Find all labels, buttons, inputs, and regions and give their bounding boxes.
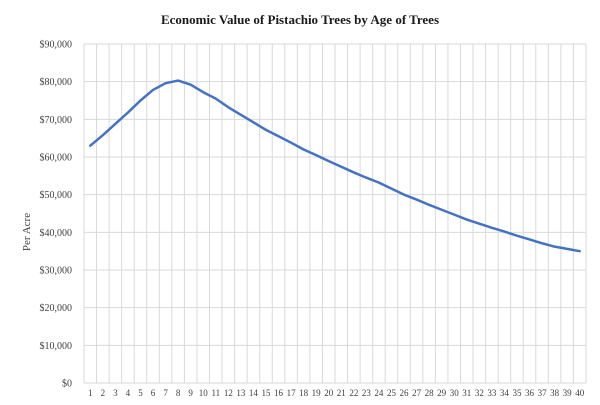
x-tick-label: 7: [163, 388, 168, 398]
x-tick-label: 24: [374, 388, 384, 398]
y-tick-label: $70,000: [40, 115, 73, 126]
x-tick-label: 30: [450, 388, 460, 398]
x-tick-label: 10: [199, 388, 209, 398]
y-axis-label: Per Acre: [21, 213, 33, 251]
x-tick-label: 39: [563, 388, 573, 398]
x-tick-label: 40: [575, 388, 585, 398]
x-tick-label: 8: [176, 388, 181, 398]
y-axis-ticks: $0 $10,000 $20,000 $30,000 $40,000 $50,000 $60…: [40, 40, 73, 390]
y-tick-label: $20,000: [40, 303, 73, 314]
x-tick-label: 37: [538, 388, 548, 398]
x-tick-label: 21: [337, 388, 346, 398]
x-tick-label: 29: [437, 388, 447, 398]
x-tick-label: 19: [312, 388, 322, 398]
x-tick-label: 26: [400, 388, 410, 398]
y-tick-label: $30,000: [40, 266, 73, 277]
x-tick-label: 34: [500, 388, 510, 398]
x-tick-label: 22: [349, 388, 358, 398]
x-tick-label: 14: [249, 388, 259, 398]
x-tick-label: 20: [324, 388, 334, 398]
chart-title: Economic Value of Pistachio Trees by Age…: [161, 12, 439, 27]
x-tick-label: 31: [462, 388, 471, 398]
y-tick-label: $90,000: [40, 40, 73, 51]
x-tick-label: 28: [425, 388, 435, 398]
x-tick-label: 2: [101, 388, 106, 398]
y-tick-label: $0: [62, 379, 72, 390]
x-tick-label: 16: [274, 388, 284, 398]
y-tick-label: $40,000: [40, 228, 73, 239]
x-tick-label: 23: [362, 388, 372, 398]
x-tick-label: 33: [487, 388, 497, 398]
x-tick-label: 13: [236, 388, 246, 398]
x-tick-label: 11: [211, 388, 220, 398]
x-tick-label: 1: [88, 388, 93, 398]
x-tick-label: 27: [412, 388, 422, 398]
y-tick-label: $10,000: [40, 341, 73, 352]
x-tick-label: 35: [512, 388, 522, 398]
gridlines: [84, 44, 586, 383]
x-tick-label: 25: [387, 388, 397, 398]
x-tick-label: 4: [126, 388, 131, 398]
y-tick-label: $80,000: [40, 77, 73, 88]
x-tick-label: 6: [151, 388, 156, 398]
x-tick-label: 32: [475, 388, 484, 398]
y-tick-label: $50,000: [40, 190, 73, 201]
x-tick-label: 3: [113, 388, 118, 398]
x-tick-label: 15: [261, 388, 271, 398]
x-tick-label: 36: [525, 388, 535, 398]
x-tick-label: 38: [550, 388, 560, 398]
x-tick-label: 17: [287, 388, 297, 398]
x-tick-label: 5: [138, 388, 143, 398]
x-tick-label: 12: [224, 388, 233, 398]
x-tick-label: 18: [299, 388, 309, 398]
y-tick-label: $60,000: [40, 153, 73, 164]
x-tick-label: 9: [188, 388, 193, 398]
